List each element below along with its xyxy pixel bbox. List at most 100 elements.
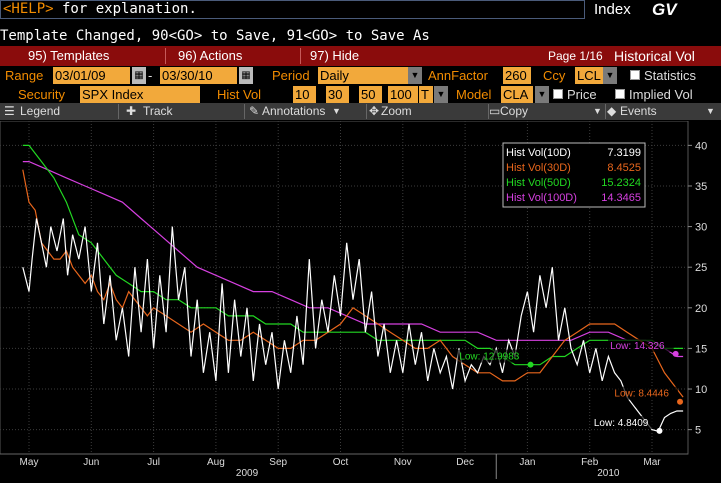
help-key: <HELP> (3, 1, 54, 17)
start-date-field[interactable]: 03/01/09 (53, 67, 130, 84)
chart-canvas[interactable]: Low: 12.9983 Low: 14.326 Low: 8.4446 Low: 4… (0, 120, 721, 479)
annotations-button[interactable]: Annotations (262, 104, 326, 118)
command-text: for explanation. (53, 1, 197, 17)
series-hv10-line (22, 218, 684, 433)
legend-button[interactable]: Legend (20, 104, 61, 118)
security-row: Security SPX Index Hist Vol 10 30 50 100… (0, 85, 721, 104)
ccy-field[interactable]: LCL (575, 67, 603, 84)
range-dash: - (148, 68, 153, 83)
calendar-icon[interactable]: ▦ (239, 67, 253, 84)
toolbar-divider (244, 104, 245, 119)
x-tick-label: Dec (456, 457, 474, 468)
legend-entry-name: Hist Vol(100D) (506, 192, 577, 204)
price-label: Price (567, 87, 597, 102)
model-field[interactable]: CLA (501, 86, 533, 103)
implied-vol-label: Implied Vol (629, 87, 693, 102)
price-checkbox[interactable] (553, 89, 563, 99)
x-tick-label: Mar (643, 457, 661, 468)
low-marker (656, 427, 663, 434)
x-tick-label: May (20, 457, 39, 468)
legend-icon: ☰ (4, 104, 15, 118)
histvol-field-2[interactable]: 30 (326, 86, 349, 103)
legend-entry-name: Hist Vol(50D) (506, 177, 571, 189)
low-label-bg (591, 415, 658, 429)
templates-menu[interactable]: 95) Templates (28, 48, 110, 63)
end-date-field[interactable]: 03/30/10 (160, 67, 237, 84)
command-input[interactable]: <HELP> for explanation. (0, 0, 585, 19)
chevron-down-icon[interactable]: ▼ (408, 67, 422, 84)
events-button[interactable]: Events (620, 104, 657, 118)
calendar-icon[interactable]: ▦ (132, 67, 146, 84)
x-tick-label: Oct (333, 457, 349, 468)
zoom-icon: ✥ (369, 104, 380, 118)
command-line: <HELP> for explanation. Index GV (0, 0, 721, 19)
x-tick-label: Jun (83, 457, 99, 468)
statistics-checkbox[interactable] (630, 70, 640, 80)
x-axis: May Jun Jul Aug Sep Oct Nov Dec Jan Feb Mar 2009 201… (0, 453, 688, 479)
chart-series (22, 144, 684, 433)
series-hv30-line (22, 169, 684, 398)
chevron-down-icon[interactable]: ▼ (332, 106, 341, 116)
legend-entry-value: 14.3465 (601, 192, 641, 204)
page-title: Historical Vol (614, 48, 695, 64)
hide-button[interactable]: 97) Hide (310, 48, 360, 63)
histvol-type-field[interactable]: T (419, 86, 433, 103)
toolbar-divider (488, 104, 489, 119)
pencil-icon: ✎ (249, 104, 260, 118)
period-select[interactable]: Daily (318, 67, 408, 84)
chevron-down-icon[interactable]: ▼ (535, 86, 549, 103)
status-message: Template Changed, 90<GO> to Save, 91<GO>… (0, 28, 430, 44)
toolbar-divider (605, 104, 606, 119)
legend-entry-value: 7.3199 (607, 147, 641, 159)
legend-entry-name: Hist Vol(30D) (506, 162, 571, 174)
low-label: Low: 8.4446 (614, 389, 669, 400)
chart-annotations: Low: 12.9983 Low: 14.326 Low: 8.4446 Low: 4… (457, 338, 684, 434)
historical-vol-chart[interactable]: Low: 12.9983 Low: 14.326 Low: 8.4446 Low: 4… (0, 120, 721, 479)
x-tick-label: Jan (519, 457, 535, 468)
y-tick-label: 30 (695, 222, 707, 234)
low-label: Low: 14.326 (610, 341, 665, 352)
series-hv50-line (22, 144, 684, 366)
x-tick-label: Aug (207, 457, 225, 468)
security-field[interactable]: SPX Index (80, 86, 200, 103)
function-toolbar: 95) Templates 96) Actions 97) Hide Page … (0, 46, 721, 66)
low-marker (527, 361, 534, 368)
model-label: Model (456, 87, 492, 102)
period-label: Period (272, 68, 310, 83)
copy-icon: ▭ (489, 104, 501, 118)
x-tick-label: Nov (394, 457, 412, 468)
zoom-button[interactable]: Zoom (381, 104, 412, 118)
implied-vol-checkbox[interactable] (615, 89, 625, 99)
copy-button[interactable]: Copy (500, 104, 529, 118)
toolbar-divider (165, 48, 166, 64)
low-label-bg (457, 349, 529, 363)
chevron-down-icon[interactable]: ▼ (706, 106, 715, 116)
security-label: Security (18, 87, 65, 102)
low-label-bg (612, 386, 679, 400)
chevron-down-icon[interactable]: ▼ (603, 67, 617, 84)
toolbar-divider (300, 48, 301, 64)
range-label: Range (5, 68, 44, 83)
chevron-down-icon[interactable]: ▼ (593, 106, 602, 116)
function-ticker: GV (652, 0, 677, 19)
toolbar-divider (366, 104, 367, 119)
x-tick-label: Feb (581, 457, 599, 468)
page-indicator: Page 1/16 (548, 49, 603, 63)
statistics-label: Statistics (644, 68, 697, 83)
annfactor-field[interactable]: 260 (503, 67, 531, 84)
actions-menu[interactable]: 96) Actions (178, 48, 243, 63)
y-tick-label: 40 (695, 140, 707, 152)
annfactor-label: AnnFactor (428, 68, 488, 83)
y-tick-label: 5 (695, 425, 701, 437)
histvol-field-1[interactable]: 10 (293, 86, 316, 103)
y-tick-label: 15 (695, 343, 707, 355)
low-marker (672, 350, 679, 357)
histvol-field-3[interactable]: 50 (359, 86, 382, 103)
chevron-down-icon[interactable]: ▼ (434, 86, 448, 103)
range-row: Range 03/01/09 ▦ - 03/30/10 ▦ Period Dai… (0, 66, 721, 85)
track-button[interactable]: Track (143, 104, 173, 118)
low-label-bg (608, 338, 674, 352)
chart-toolbar: ☰ Legend ✚ Track ✎ Annotations ▼ ✥ Zoom … (0, 103, 721, 120)
histvol-field-4[interactable]: 100 (388, 86, 418, 103)
y-tick-label: 25 (695, 262, 707, 274)
